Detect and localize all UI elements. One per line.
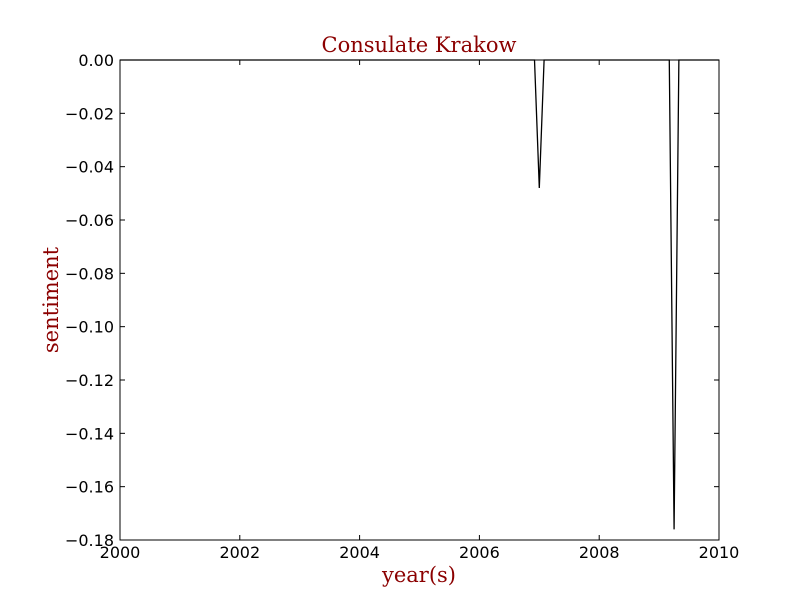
y-tick-label: −0.18 xyxy=(65,531,114,550)
x-tick-label: 2010 xyxy=(699,543,740,562)
series-line xyxy=(120,59,719,530)
plot-frame xyxy=(119,59,720,541)
chart-title: Consulate Krakow xyxy=(322,33,517,57)
y-tick-label: −0.02 xyxy=(65,104,114,123)
line-layer xyxy=(120,59,719,530)
x-tick-label: 2000 xyxy=(100,543,141,562)
y-tick-label: 0.00 xyxy=(78,51,114,70)
y-tick-label: −0.16 xyxy=(65,478,114,497)
x-tick-label: 2004 xyxy=(339,543,380,562)
y-tick-label: −0.06 xyxy=(65,211,114,230)
y-tick-label: −0.14 xyxy=(65,424,114,443)
x-tick-label: 2006 xyxy=(459,543,500,562)
x-axis-title: year(s) xyxy=(381,563,456,587)
y-axis-title: sentiment xyxy=(39,246,63,353)
y-tick-label: −0.08 xyxy=(65,264,114,283)
y-tick-label: −0.04 xyxy=(65,158,114,177)
x-tick-label: 2002 xyxy=(219,543,260,562)
y-tick-label: −0.10 xyxy=(65,318,114,337)
y-tick-label: −0.12 xyxy=(65,371,114,390)
ticks-layer: 2000 2002 2004 2006 2008 2010 0.00 −0.02 −0.04 −0… xyxy=(65,51,739,562)
x-tick-label: 2008 xyxy=(579,543,620,562)
